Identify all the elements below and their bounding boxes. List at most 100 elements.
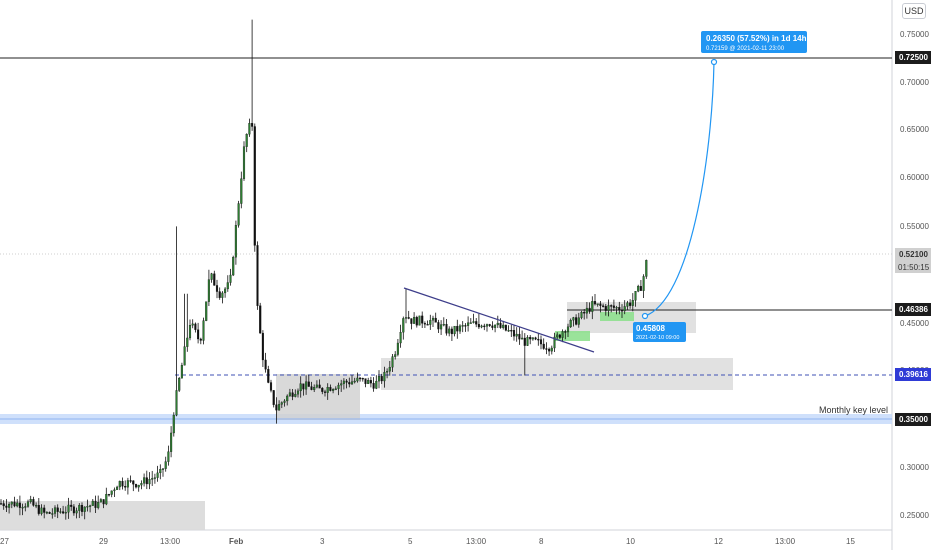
projection-start-point[interactable] xyxy=(641,312,649,320)
candle-body xyxy=(126,480,129,488)
x-tick: Feb xyxy=(229,537,243,546)
candle-body xyxy=(210,273,213,280)
candle-body xyxy=(521,337,524,340)
candle-body xyxy=(172,414,175,434)
projection-end-point[interactable] xyxy=(710,58,718,66)
candle-body xyxy=(232,257,235,276)
candle-body xyxy=(234,225,237,258)
x-tick: 12 xyxy=(714,537,723,546)
candle-body xyxy=(307,381,310,387)
candle-body xyxy=(340,383,343,386)
candle-body xyxy=(566,326,570,333)
candle-body xyxy=(475,321,478,325)
candle-body xyxy=(89,505,92,507)
candle-body xyxy=(269,382,273,391)
candle-body xyxy=(345,380,348,383)
candle-body xyxy=(642,276,645,291)
monthly-key-level-label: Monthly key level xyxy=(819,405,888,415)
candle-body xyxy=(434,317,437,323)
candle-body xyxy=(477,324,480,328)
candle-body xyxy=(188,325,192,339)
candle-body xyxy=(137,484,140,488)
candle-body xyxy=(129,480,132,482)
candle-body xyxy=(531,337,534,340)
candle-body xyxy=(272,390,275,405)
candle-body xyxy=(367,380,370,384)
candle-body xyxy=(626,302,629,307)
candle-body xyxy=(251,123,254,127)
projection-callout-line1: 0.26350 (57.52%) in 1d 14h xyxy=(706,34,807,43)
candle-body xyxy=(431,317,435,321)
candle-body xyxy=(610,305,613,307)
candle-body xyxy=(86,506,89,508)
currency-badge[interactable]: USD xyxy=(902,3,926,19)
candle-body xyxy=(37,504,40,514)
descending-trendline[interactable] xyxy=(403,287,595,353)
projection-callout: 0.26350 (57.52%) in 1d 14h 0.72159 @ 202… xyxy=(701,31,807,53)
candle-body xyxy=(56,507,59,512)
candle-body xyxy=(593,301,597,305)
candle-body xyxy=(242,146,246,179)
price-label-target-text: 0.72500 xyxy=(899,53,928,62)
candle-body xyxy=(124,486,127,488)
candle-body xyxy=(156,472,159,478)
candle-body xyxy=(496,322,499,326)
candle-body xyxy=(377,376,381,382)
candle-body xyxy=(110,490,113,495)
x-tick: 5 xyxy=(408,537,413,546)
candle-body xyxy=(391,356,394,368)
candle-body xyxy=(548,348,551,352)
candle-body xyxy=(51,513,54,515)
candle-body xyxy=(80,505,84,512)
candle-body xyxy=(175,390,178,416)
candle-body xyxy=(637,285,640,292)
candle-body xyxy=(194,323,197,330)
candle-body xyxy=(226,282,229,290)
candle-body xyxy=(442,323,445,326)
candle-body xyxy=(499,322,502,328)
candle-body xyxy=(240,178,243,204)
candle-body xyxy=(121,481,124,487)
candle-body xyxy=(105,494,108,505)
candle-body xyxy=(35,504,38,507)
candle-body xyxy=(29,499,32,502)
support-zone-jan xyxy=(0,501,205,530)
green-zone-2 xyxy=(600,312,634,321)
candle-body xyxy=(507,330,510,332)
candle-body xyxy=(116,486,119,490)
candle-body xyxy=(545,348,548,350)
start-callout: 0.45808 2021-02-10 09:00 xyxy=(633,322,686,342)
x-tick: 8 xyxy=(539,537,544,546)
candle-body xyxy=(542,343,545,349)
candle-body xyxy=(585,307,588,314)
candle-body xyxy=(24,506,27,508)
candle-body xyxy=(313,387,316,390)
candle-body xyxy=(45,512,48,514)
candle-body xyxy=(461,325,464,327)
candle-body xyxy=(213,273,216,286)
candle-body xyxy=(199,338,202,341)
candle-body xyxy=(153,477,156,479)
candle-body xyxy=(602,305,605,307)
candle-body xyxy=(467,322,470,326)
candle-body xyxy=(580,312,583,318)
candle-body xyxy=(145,477,148,485)
candle-body xyxy=(237,203,240,226)
candle-body xyxy=(140,483,143,486)
candle-body xyxy=(445,323,448,334)
candle-body xyxy=(494,324,497,328)
candle-body xyxy=(599,303,602,306)
projection-curve[interactable] xyxy=(644,61,715,317)
candle-body xyxy=(526,337,529,346)
candle-body xyxy=(8,504,11,508)
candle-body xyxy=(67,504,70,513)
candle-body xyxy=(259,305,262,334)
candle-body xyxy=(639,285,642,291)
candle-body xyxy=(170,432,173,452)
candle-body xyxy=(164,461,167,469)
candle-body xyxy=(118,481,121,488)
candle-body xyxy=(323,391,327,393)
candle-body xyxy=(148,479,151,485)
price-label-last-text: 0.52100 xyxy=(899,250,928,259)
